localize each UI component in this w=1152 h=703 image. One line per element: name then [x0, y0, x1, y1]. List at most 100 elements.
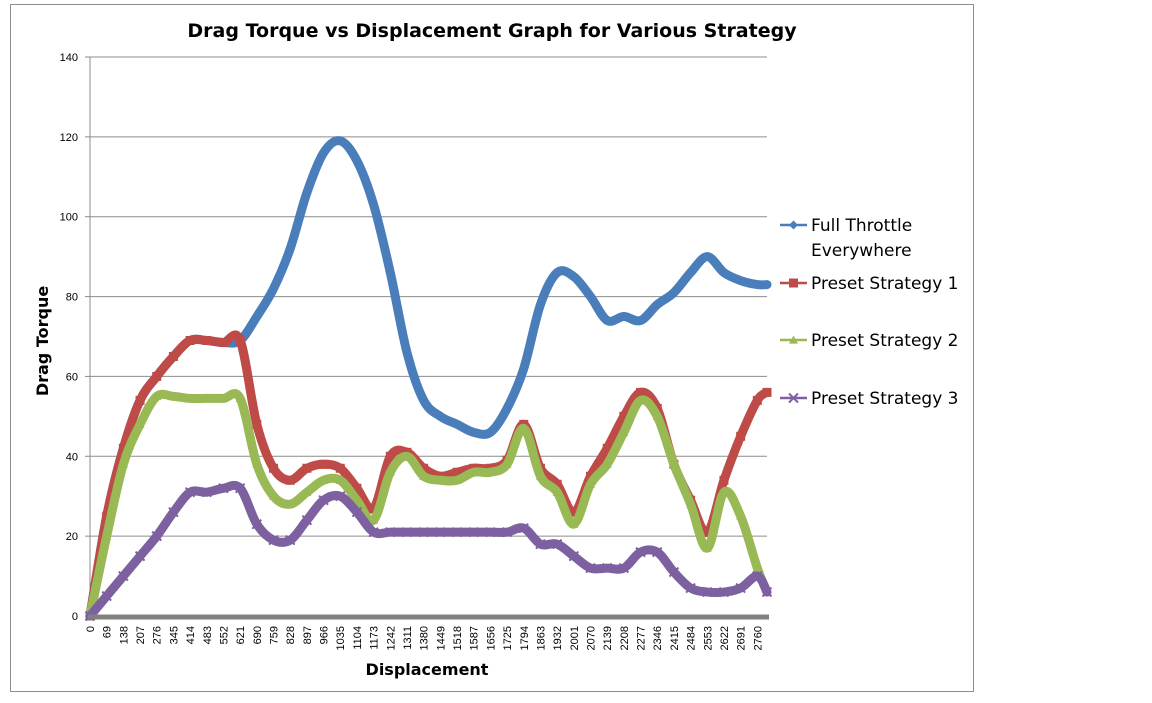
legend-item-0: Full Throttle Everywhere — [780, 216, 912, 261]
point-s0-10 — [252, 312, 262, 322]
chart-title: Drag Torque vs Displacement Graph for Va… — [187, 20, 797, 42]
x-tick-label-26: 1794 — [519, 626, 531, 650]
point-s0-30 — [585, 292, 595, 302]
x-tick-label-23: 1587 — [469, 626, 481, 650]
series-2 — [85, 389, 772, 621]
legend-marker-2 — [789, 335, 798, 344]
point-s3-41 — [761, 586, 773, 598]
x-tick-label-1: 69 — [102, 626, 114, 638]
point-s2-7 — [202, 393, 212, 402]
point-s3-14 — [318, 494, 329, 506]
point-s3-10 — [251, 518, 263, 530]
point-s0-15 — [335, 136, 345, 146]
legend-item-2: Preset Strategy 2 — [780, 331, 958, 351]
point-s2-38 — [719, 487, 729, 496]
series-3 — [84, 480, 773, 622]
point-s1-41 — [762, 387, 772, 397]
x-tick-label-11: 759 — [269, 626, 281, 644]
point-s0-14 — [319, 148, 329, 158]
point-s3-12 — [284, 534, 296, 546]
x-tick-label-33: 2277 — [636, 626, 648, 650]
point-s3-33 — [635, 546, 646, 558]
x-tick-label-2: 138 — [118, 626, 130, 644]
point-s2-10 — [252, 459, 262, 468]
point-s2-5 — [168, 391, 178, 400]
x-tick-label-7: 483 — [202, 626, 214, 644]
x-tick-label-30: 2070 — [585, 626, 597, 650]
y-axis-title: Drag Torque — [33, 286, 52, 397]
point-s3-15 — [335, 491, 346, 502]
point-s2-22 — [452, 475, 462, 484]
series-layer — [84, 136, 773, 622]
x-tick-label-27: 1863 — [535, 626, 547, 650]
point-s2-3 — [135, 419, 145, 428]
x-tick-label-3: 207 — [135, 626, 147, 644]
x-tick-label-18: 1242 — [385, 626, 397, 650]
point-s0-21 — [435, 411, 445, 421]
point-s1-22 — [452, 467, 462, 477]
series-line-2 — [85, 389, 772, 621]
legend: Full Throttle Everywhere Preset Strategy 1… — [780, 216, 958, 409]
point-s2-29 — [569, 519, 579, 528]
point-s0-34 — [652, 300, 662, 310]
point-s0-22 — [452, 419, 462, 429]
point-s2-26 — [519, 423, 529, 432]
point-s3-5 — [168, 506, 179, 518]
point-s3-16 — [351, 506, 363, 518]
x-tick-label-38: 2622 — [719, 626, 731, 650]
point-s2-17 — [369, 515, 379, 524]
point-s2-8 — [218, 393, 228, 402]
point-s0-25 — [502, 403, 512, 413]
x-tick-label-34: 2346 — [652, 626, 664, 650]
series-0 — [85, 136, 772, 621]
x-tick-label-16: 1104 — [352, 626, 364, 650]
legend-item-3: Preset Strategy 3 — [780, 389, 958, 409]
y-tick-label-5: 100 — [60, 212, 78, 224]
point-s2-16 — [352, 495, 362, 504]
point-s3-7 — [201, 487, 212, 498]
point-s3-23 — [468, 526, 479, 538]
x-tick-label-19: 1311 — [402, 626, 414, 650]
x-tick-label-12: 828 — [285, 626, 297, 644]
legend-marker-3 — [788, 392, 799, 404]
point-s3-17 — [368, 526, 379, 538]
point-s2-24 — [485, 467, 495, 476]
point-s1-31 — [602, 443, 612, 453]
point-s2-6 — [185, 393, 195, 402]
y-tick-label-2: 40 — [66, 451, 78, 463]
point-s1-33 — [636, 387, 646, 397]
point-s3-22 — [451, 526, 463, 538]
point-s3-26 — [518, 522, 529, 534]
point-s2-12 — [285, 499, 295, 508]
point-s2-11 — [269, 491, 279, 500]
point-s2-36 — [686, 499, 696, 508]
y-tick-label-6: 120 — [60, 132, 78, 144]
point-s3-36 — [685, 582, 696, 594]
x-tick-label-4: 276 — [152, 626, 164, 644]
point-s2-1 — [102, 531, 112, 540]
point-s1-15 — [335, 463, 345, 473]
point-s2-20 — [419, 471, 429, 480]
point-s2-21 — [435, 475, 445, 484]
point-s3-6 — [184, 487, 196, 498]
point-s1-10 — [252, 419, 262, 429]
point-s2-40 — [752, 563, 762, 572]
point-s1-14 — [319, 459, 329, 469]
x-axis-ticks: 0 69 138 207 276 345 414 483 552 621 690 759 828 897 9… — [85, 626, 764, 650]
point-s2-32 — [619, 427, 629, 436]
point-s0-32 — [619, 312, 629, 322]
x-tick-label-13: 897 — [302, 626, 314, 644]
point-s1-40 — [752, 395, 762, 405]
point-s0-35 — [669, 288, 679, 298]
chart-frame: Drag Torque vs Displacement Graph for Va… — [10, 4, 974, 692]
point-s2-18 — [385, 467, 395, 476]
point-s1-13 — [302, 463, 312, 473]
point-s0-23 — [469, 427, 479, 437]
point-s2-33 — [636, 395, 646, 404]
legend-label-1: Preset Strategy 1 — [811, 274, 958, 294]
x-tick-label-28: 1932 — [552, 626, 564, 650]
point-s2-35 — [669, 459, 679, 468]
point-s3-13 — [301, 514, 313, 526]
point-s3-2 — [118, 570, 129, 582]
x-tick-label-22: 1518 — [452, 626, 464, 650]
